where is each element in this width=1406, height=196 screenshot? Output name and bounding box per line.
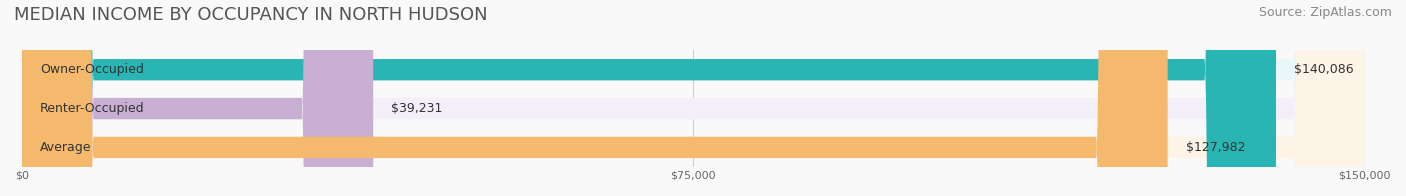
Text: Owner-Occupied: Owner-Occupied <box>39 63 143 76</box>
FancyBboxPatch shape <box>22 0 1277 196</box>
Text: Average: Average <box>39 141 91 154</box>
Text: $39,231: $39,231 <box>391 102 443 115</box>
FancyBboxPatch shape <box>22 0 1365 196</box>
Text: Renter-Occupied: Renter-Occupied <box>39 102 145 115</box>
FancyBboxPatch shape <box>22 0 1365 196</box>
FancyBboxPatch shape <box>22 0 1167 196</box>
Text: MEDIAN INCOME BY OCCUPANCY IN NORTH HUDSON: MEDIAN INCOME BY OCCUPANCY IN NORTH HUDS… <box>14 6 488 24</box>
Text: $140,086: $140,086 <box>1294 63 1354 76</box>
FancyBboxPatch shape <box>22 0 1365 196</box>
FancyBboxPatch shape <box>22 0 373 196</box>
Text: $127,982: $127,982 <box>1185 141 1246 154</box>
Text: Source: ZipAtlas.com: Source: ZipAtlas.com <box>1258 6 1392 19</box>
